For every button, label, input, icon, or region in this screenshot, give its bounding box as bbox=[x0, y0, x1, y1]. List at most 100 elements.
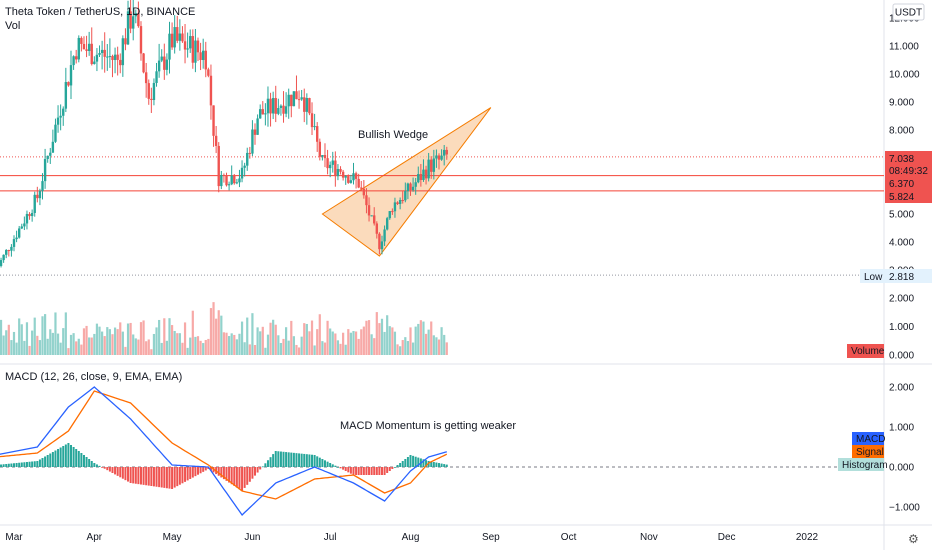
histogram-bar bbox=[305, 454, 308, 467]
histogram-bar bbox=[108, 467, 111, 472]
histogram-bar bbox=[375, 467, 378, 475]
histogram-bar bbox=[357, 467, 360, 475]
settings-gear-icon[interactable]: ⚙ bbox=[908, 532, 919, 546]
volume-bar bbox=[391, 327, 394, 355]
candle-body bbox=[100, 49, 104, 54]
time-axis-label: 2022 bbox=[796, 532, 819, 543]
candle-body bbox=[347, 176, 350, 183]
wedge-annotation[interactable]: Bullish Wedge bbox=[358, 129, 428, 141]
histogram-bar bbox=[274, 451, 277, 467]
histogram-bar bbox=[321, 459, 324, 467]
volume-bar bbox=[248, 344, 251, 355]
histogram-bar bbox=[329, 463, 332, 467]
candle-body bbox=[147, 83, 150, 99]
volume-tag-badge: Volume bbox=[847, 344, 885, 358]
currency-button[interactable] bbox=[892, 3, 925, 21]
volume-bar bbox=[0, 319, 3, 355]
histogram-bar bbox=[295, 453, 298, 467]
histogram-bar bbox=[313, 455, 316, 467]
candle-body bbox=[178, 33, 182, 41]
histogram-bar bbox=[355, 467, 358, 475]
candle-body bbox=[422, 169, 425, 180]
volume-bar bbox=[88, 337, 91, 355]
volume-bar bbox=[168, 318, 171, 355]
histogram-bar bbox=[51, 452, 54, 467]
macd-axis-tick-label: −1.000 bbox=[889, 503, 920, 514]
candle-body bbox=[196, 40, 200, 53]
candle-body bbox=[191, 36, 195, 63]
volume-bar bbox=[367, 320, 371, 355]
candle-body bbox=[336, 168, 340, 177]
volume-bar bbox=[240, 321, 244, 355]
histogram-bar bbox=[370, 467, 373, 475]
histogram-bar bbox=[339, 467, 342, 469]
candle-body bbox=[432, 158, 436, 172]
histogram-bar bbox=[10, 463, 13, 467]
macd-legend-label: MACD bbox=[856, 434, 885, 445]
volume-bar bbox=[427, 329, 430, 355]
histogram-bar bbox=[435, 462, 438, 467]
candle-body bbox=[82, 43, 86, 50]
volume-bar bbox=[49, 329, 52, 355]
histogram-bar bbox=[430, 461, 433, 467]
volume-bar bbox=[147, 339, 150, 355]
volume-bar bbox=[142, 320, 145, 355]
candle-body bbox=[189, 36, 192, 49]
histogram-bar bbox=[124, 467, 127, 481]
volume-bar bbox=[316, 329, 319, 355]
volume-bar bbox=[75, 341, 78, 355]
bullish-wedge-drawing[interactable] bbox=[321, 107, 492, 257]
candle-body bbox=[111, 56, 114, 61]
histogram-bar bbox=[235, 467, 238, 488]
volume-bar bbox=[137, 339, 140, 355]
histogram-bar bbox=[414, 456, 417, 467]
histogram-bar bbox=[158, 467, 161, 488]
histogram-bar bbox=[2, 464, 5, 467]
candle-body bbox=[183, 41, 187, 50]
candle-body bbox=[334, 160, 337, 177]
histogram-bar bbox=[23, 462, 26, 467]
histogram-bar bbox=[438, 463, 441, 467]
histogram-bar bbox=[422, 459, 425, 467]
price-axis-tick-label: 11.000 bbox=[889, 42, 919, 53]
histogram-bar bbox=[220, 467, 223, 478]
volume-bar bbox=[7, 324, 10, 355]
histogram-bar bbox=[186, 467, 189, 481]
candle-body bbox=[124, 38, 127, 45]
volume-bar bbox=[261, 326, 264, 355]
histogram-bar bbox=[191, 467, 194, 478]
volume-bar bbox=[10, 340, 13, 355]
volume-bar bbox=[150, 349, 153, 355]
volume-bar bbox=[119, 322, 122, 355]
candle-body bbox=[186, 48, 189, 50]
candle-body bbox=[266, 98, 270, 114]
histogram-bar bbox=[406, 457, 409, 467]
volume-axis-tick-label: 0.000 bbox=[889, 351, 914, 362]
histogram-bar bbox=[362, 467, 365, 475]
candle-body bbox=[375, 223, 379, 234]
histogram-legend-label: Histogram bbox=[842, 460, 888, 471]
histogram-bar bbox=[342, 467, 345, 470]
histogram-bar bbox=[54, 450, 57, 467]
volume-bar bbox=[256, 327, 259, 355]
macd-annotation[interactable]: MACD Momentum is getting weaker bbox=[340, 420, 516, 432]
candle-body bbox=[204, 50, 207, 70]
low-value: 2.818 bbox=[889, 272, 914, 283]
histogram-bar bbox=[142, 467, 145, 485]
time-axis-label: Oct bbox=[561, 532, 577, 543]
horizontal-levels[interactable] bbox=[0, 175, 884, 192]
histogram-bar bbox=[165, 467, 168, 489]
volume-bar bbox=[370, 334, 373, 355]
histogram-bar bbox=[160, 467, 163, 488]
histogram-bar bbox=[204, 467, 207, 471]
candle-body bbox=[357, 178, 360, 188]
volume-bar bbox=[300, 336, 303, 355]
histogram-bar bbox=[38, 459, 41, 467]
volume-bar bbox=[170, 325, 174, 355]
histogram-bar bbox=[33, 461, 36, 467]
volume-bar bbox=[266, 334, 270, 355]
candle-body bbox=[341, 171, 345, 178]
volume-bar bbox=[373, 338, 376, 355]
volume-bar bbox=[82, 328, 86, 355]
